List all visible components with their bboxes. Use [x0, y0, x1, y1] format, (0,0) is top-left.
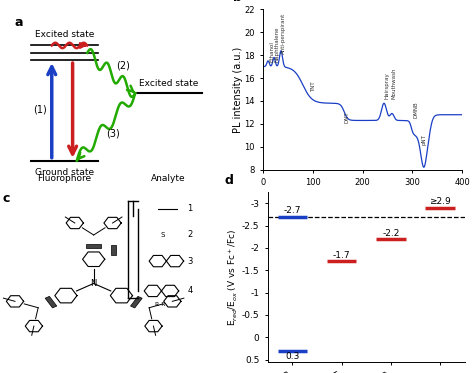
- Text: Excited state: Excited state: [139, 79, 198, 88]
- Text: -2.2: -2.2: [382, 229, 400, 238]
- Text: (3): (3): [106, 129, 120, 139]
- Text: b: b: [233, 0, 242, 4]
- Text: 0.3: 0.3: [285, 352, 300, 361]
- Text: TNT: TNT: [311, 81, 316, 92]
- Text: (1): (1): [33, 104, 47, 114]
- Polygon shape: [86, 244, 101, 248]
- Text: Fluorophore: Fluorophore: [37, 174, 91, 183]
- Text: DNT: DNT: [344, 111, 349, 123]
- Text: Ground state: Ground state: [35, 168, 94, 177]
- Text: -1.7: -1.7: [333, 251, 350, 260]
- Text: 4: 4: [187, 286, 192, 295]
- Text: 1: 1: [187, 204, 192, 213]
- Text: 2: 2: [187, 231, 192, 239]
- Text: (2): (2): [117, 60, 130, 70]
- Text: d: d: [225, 173, 233, 186]
- Text: S: S: [161, 232, 165, 238]
- Text: Anti-perspirant: Anti-perspirant: [281, 13, 285, 54]
- Text: R R: R R: [155, 302, 165, 307]
- Polygon shape: [111, 245, 116, 254]
- Text: Mouthwash: Mouthwash: [392, 67, 396, 99]
- Y-axis label: PL intensity (a.u.): PL intensity (a.u.): [233, 46, 243, 133]
- Text: c: c: [2, 192, 10, 205]
- Text: N: N: [91, 279, 97, 288]
- Text: Naphthalene: Naphthalene: [274, 26, 279, 62]
- Text: a: a: [14, 16, 23, 29]
- Text: Excited state: Excited state: [35, 30, 94, 39]
- Polygon shape: [45, 297, 57, 308]
- Text: Ethanol: Ethanol: [269, 41, 274, 62]
- Text: Hairspray: Hairspray: [384, 72, 390, 99]
- Polygon shape: [130, 297, 142, 308]
- Text: DMNB: DMNB: [413, 101, 419, 118]
- Text: Analyte: Analyte: [151, 174, 186, 183]
- Text: pNT: pNT: [421, 134, 426, 144]
- Text: -2.7: -2.7: [283, 206, 301, 215]
- Y-axis label: E$_{red}$/E$_{ox}$ (V vs Fc$^+$/Fc): E$_{red}$/E$_{ox}$ (V vs Fc$^+$/Fc): [227, 228, 240, 326]
- Text: 3: 3: [187, 257, 193, 266]
- X-axis label: Time (s): Time (s): [343, 192, 383, 203]
- Text: ≥2.9: ≥2.9: [429, 197, 451, 206]
